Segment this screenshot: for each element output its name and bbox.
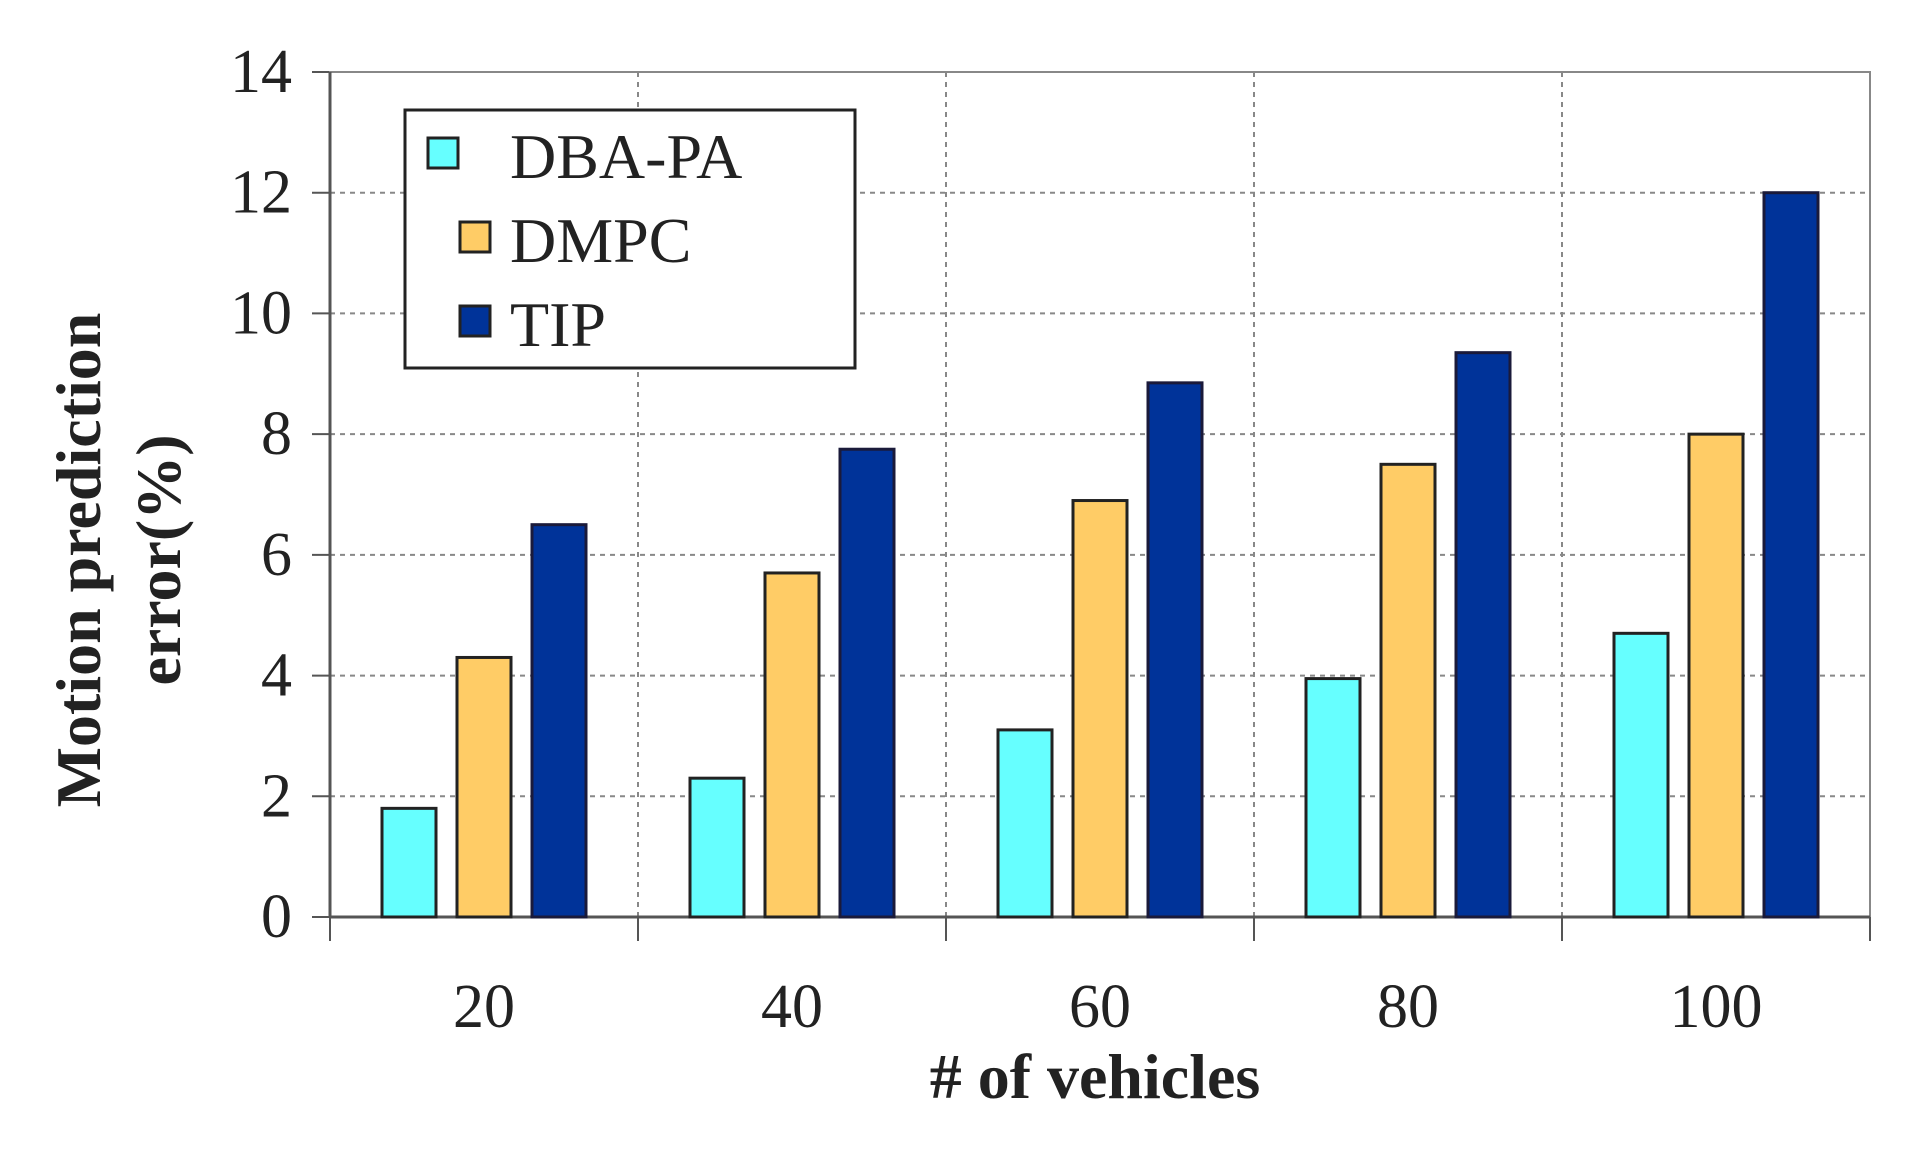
bar-dba-pa-60: [996, 728, 1054, 919]
bar-tip-100: [1762, 191, 1820, 919]
legend-swatch-tip: [458, 304, 492, 338]
y-tick-label: 12: [230, 159, 292, 227]
y-axis-title: Motion prediction error(%): [43, 313, 194, 808]
y-tick-label: 2: [261, 762, 292, 830]
bar-dmpc-60: [1071, 499, 1129, 919]
legend-label-tip: TIP: [510, 289, 606, 360]
bar-dmpc-40: [763, 571, 821, 919]
bar-tip-60: [1146, 381, 1204, 919]
x-tick-label: 40: [761, 973, 823, 1041]
bar-dmpc-100: [1687, 432, 1745, 919]
legend: DBA-PA DMPC TIP: [403, 108, 857, 370]
x-tick-labels: 20 40 60 80 100: [453, 973, 1763, 1041]
bar-dmpc-20: [455, 655, 513, 919]
y-tick-label: 10: [230, 279, 292, 347]
x-tick-label: 20: [453, 973, 515, 1041]
bar-tip-40: [838, 447, 896, 919]
bars: [380, 191, 1820, 919]
x-tick-label: 60: [1069, 973, 1131, 1041]
y-tick-label: 6: [261, 521, 292, 589]
bar-dba-pa-40: [688, 776, 746, 919]
y-tick-label: 8: [261, 400, 292, 468]
legend-label-dba-pa: DBA-PA: [510, 121, 742, 192]
y-axis-title-line1: Motion prediction: [43, 313, 114, 808]
legend-label-dmpc: DMPC: [510, 205, 691, 276]
bar-dba-pa-80: [1304, 677, 1362, 919]
bar-tip-80: [1454, 351, 1512, 919]
bar-tip-20: [530, 523, 588, 919]
bar-dba-pa-100: [1612, 631, 1670, 919]
y-tick-labels: 0 2 4 6 8 10 12 14: [230, 38, 292, 951]
bar-dba-pa-20: [380, 806, 438, 919]
y-tick-label: 0: [261, 883, 292, 951]
y-tick-label: 4: [261, 642, 292, 710]
y-axis-title-line2: error(%): [123, 434, 194, 685]
x-axis-title: # of vehicles: [930, 1041, 1261, 1112]
legend-swatch-dba-pa: [426, 136, 460, 170]
bar-dmpc-80: [1379, 462, 1437, 919]
x-tick-label: 100: [1670, 973, 1763, 1041]
y-tick-label: 14: [230, 38, 292, 106]
x-tick-label: 80: [1377, 973, 1439, 1041]
legend-swatch-dmpc: [458, 220, 492, 254]
